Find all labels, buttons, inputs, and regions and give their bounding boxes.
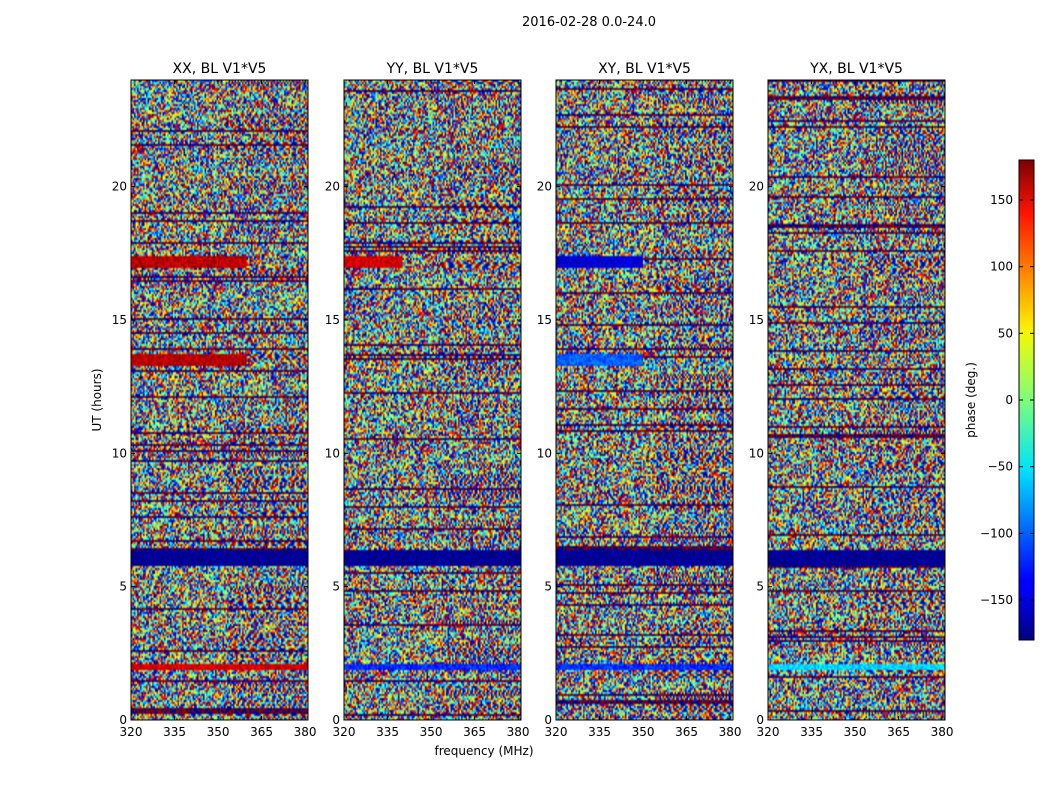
- figure-title: 2016-02-28 0.0-24.0: [522, 15, 656, 30]
- colorbar-tick-label: −50: [988, 460, 1013, 474]
- heatmap-raster: [131, 80, 308, 720]
- y-tick-label: 5: [756, 580, 764, 594]
- panel-title: YX, BL V1*V5: [809, 61, 903, 77]
- y-tick-label: 0: [119, 713, 127, 727]
- x-tick-label: 380: [931, 725, 954, 739]
- y-tick-label: 15: [537, 313, 552, 327]
- x-tick-label: 320: [120, 725, 143, 739]
- x-tick-label: 320: [757, 725, 780, 739]
- panel-frame: [343, 79, 522, 721]
- colorbar-tick-label: −100: [980, 526, 1013, 540]
- x-tick-label: 335: [376, 725, 399, 739]
- heatmap-raster: [768, 80, 945, 720]
- y-tick-label: 20: [112, 180, 127, 194]
- y-tick-label: 10: [537, 446, 552, 460]
- y-tick-label: 15: [749, 313, 764, 327]
- x-tick-label: 320: [333, 725, 356, 739]
- heatmap-raster: [556, 80, 733, 720]
- x-tick-label: 320: [545, 725, 568, 739]
- x-tick-label: 365: [250, 725, 273, 739]
- colorbar-ticks: 150 100 50 0 −50 −100 −150: [980, 193, 1034, 607]
- colorbar-tick-label: 150: [990, 193, 1013, 207]
- panel-title: YY, BL V1*V5: [386, 61, 479, 77]
- panel-title: XY, BL V1*V5: [598, 61, 691, 77]
- x-tick-label: 365: [675, 725, 698, 739]
- y-tick-label: 5: [332, 580, 340, 594]
- y-tick-label: 15: [325, 313, 340, 327]
- x-tick-label: 380: [507, 725, 530, 739]
- x-tick-label: 365: [887, 725, 910, 739]
- x-tick-label: 335: [163, 725, 186, 739]
- y-tick-label: 0: [544, 713, 552, 727]
- colorbar: 150 100 50 0 −50 −100 −150 phase (deg.): [964, 159, 1035, 641]
- panel-xy: XY, BL V1*V5 320 335 350 365 380 0 5 10 15 20: [537, 61, 742, 739]
- colorbar-tick-label: −150: [980, 593, 1013, 607]
- x-tick-label: 380: [294, 725, 317, 739]
- x-tick-label: 335: [800, 725, 823, 739]
- y-tick-label: 10: [112, 446, 127, 460]
- x-tick-label: 350: [844, 725, 867, 739]
- y-tick-label: 0: [756, 713, 764, 727]
- y-tick-label: 10: [749, 446, 764, 460]
- y-tick-label: 5: [119, 580, 127, 594]
- colorbar-label: phase (deg.): [964, 362, 978, 438]
- x-tick-label: 350: [420, 725, 443, 739]
- x-tick-label: 335: [588, 725, 611, 739]
- panel-yx: YX, BL V1*V5 320 335 350 365 380 0 5 10 15 20: [749, 61, 954, 739]
- panel-frame: [767, 79, 946, 721]
- x-tick-label: 380: [719, 725, 742, 739]
- x-tick-label: 350: [207, 725, 230, 739]
- y-tick-label: 10: [325, 446, 340, 460]
- y-tick-label: 20: [325, 180, 340, 194]
- colorbar-tick-label: 50: [998, 326, 1013, 340]
- y-axis-label: UT (hours): [90, 368, 104, 431]
- x-tick-label: 350: [632, 725, 655, 739]
- heatmap-raster: [344, 80, 521, 720]
- x-axis-label: frequency (MHz): [434, 744, 533, 758]
- y-tick-label: 20: [749, 180, 764, 194]
- panel-frame: [130, 79, 309, 721]
- y-tick-label: 5: [544, 580, 552, 594]
- panel-frame: [555, 79, 734, 721]
- panel-xx: XX, BL V1*V5 320 335 350 365 380 0 5 10 15 20: [112, 61, 317, 739]
- colorbar-tick-label: 100: [990, 260, 1013, 274]
- y-tick-label: 15: [112, 313, 127, 327]
- panel-yy: YY, BL V1*V5 320 335 350 365 380 0 5 10 15 20: [325, 61, 530, 739]
- colorbar-tick-label: 0: [1005, 393, 1013, 407]
- y-tick-label: 0: [332, 713, 340, 727]
- panel-title: XX, BL V1*V5: [173, 61, 267, 77]
- x-tick-label: 365: [463, 725, 486, 739]
- y-tick-label: 20: [537, 180, 552, 194]
